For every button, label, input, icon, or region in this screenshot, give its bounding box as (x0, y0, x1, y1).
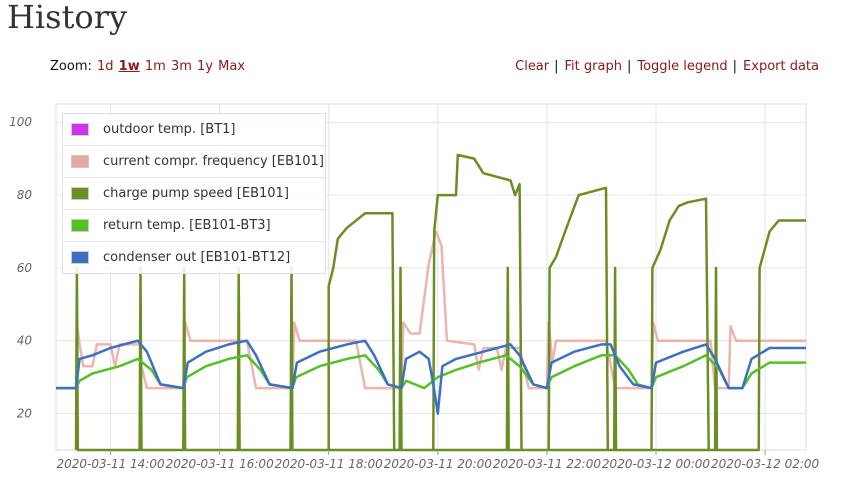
y-tick-label: 20 (17, 407, 33, 421)
series-line-2 (74, 153, 806, 452)
legend-item-condenser-out[interactable]: condenser out [EB101-BT12] (63, 242, 325, 273)
zoom-1y-link[interactable]: 1y (197, 59, 213, 74)
legend-label: outdoor temp. [BT1] (103, 122, 236, 137)
chart-actions: Clear | Fit graph | Toggle legend | Export dat… (515, 59, 819, 74)
clear-link[interactable]: Clear (515, 59, 550, 74)
legend-item-outdoor-temp[interactable]: outdoor temp. [BT1] (63, 114, 325, 146)
page-title: History (7, 0, 128, 36)
series-line-1 (56, 230, 806, 390)
x-tick-label: 2020-03-12 00:00 (602, 457, 711, 471)
legend-label: charge pump speed [EB101] (103, 186, 289, 201)
legend-label: return temp. [EB101-BT3] (103, 218, 271, 233)
legend-label: condenser out [EB101-BT12] (103, 250, 291, 265)
legend-item-return-temp[interactable]: return temp. [EB101-BT3] (63, 210, 325, 242)
chart-plot-area (56, 153, 806, 452)
x-axis: 2020-03-11 14:00 2020-03-11 16:00 2020-03-… (56, 450, 820, 471)
zoom-3m-link[interactable]: 3m (170, 59, 192, 74)
legend-swatch (71, 123, 89, 136)
legend-swatch (71, 155, 89, 168)
x-tick-label: 2020-03-11 16:00 (166, 457, 275, 471)
x-tick-label: 2020-03-11 18:00 (275, 457, 384, 471)
separator: | (626, 59, 632, 74)
fit-graph-link[interactable]: Fit graph (564, 59, 622, 74)
chart-legend[interactable]: outdoor temp. [BT1] current compr. frequ… (62, 113, 326, 274)
legend-swatch (71, 219, 89, 232)
separator: | (732, 59, 738, 74)
toggle-legend-link[interactable]: Toggle legend (637, 59, 728, 74)
export-data-link[interactable]: Export data (743, 59, 819, 74)
legend-swatch (71, 251, 89, 264)
y-tick-label: 40 (17, 334, 33, 348)
x-tick-label: 2020-03-11 14:00 (56, 457, 165, 471)
legend-item-compr-frequency[interactable]: current compr. frequency [EB101] (63, 146, 325, 178)
zoom-1d-link[interactable]: 1d (97, 59, 114, 74)
zoom-controls: Zoom: 1d 1w 1m 3m 1y Max (50, 59, 245, 74)
zoom-max-link[interactable]: Max (218, 59, 246, 74)
separator: | (554, 59, 559, 74)
zoom-1m-link[interactable]: 1m (144, 59, 166, 74)
x-tick-label: 2020-03-11 20:00 (384, 457, 493, 471)
y-tick-label: 80 (17, 188, 33, 202)
zoom-label: Zoom: (50, 59, 92, 74)
legend-item-charge-pump-speed[interactable]: charge pump speed [EB101] (63, 178, 325, 210)
x-tick-label: 2020-03-11 22:00 (493, 457, 602, 471)
y-axis: 20 40 60 80 100 (9, 115, 32, 420)
x-tick-label: 2020-03-12 02:00 (711, 457, 820, 471)
y-tick-label: 60 (17, 261, 33, 275)
zoom-1w-link[interactable]: 1w (118, 59, 140, 74)
legend-label: current compr. frequency [EB101] (103, 154, 324, 169)
legend-swatch (71, 187, 89, 200)
y-tick-label: 100 (9, 115, 32, 129)
series-line-4 (56, 339, 806, 415)
